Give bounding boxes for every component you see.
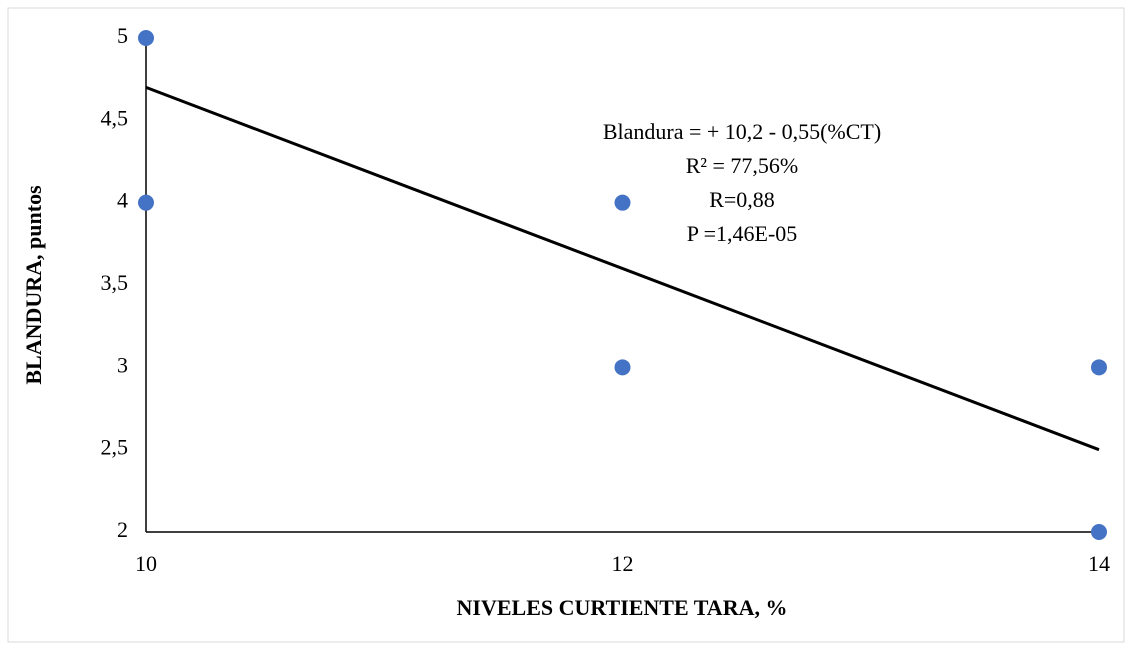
x-tick-label: 14 xyxy=(1088,551,1110,576)
y-tick-label: 5 xyxy=(117,23,128,48)
y-tick-label: 3,5 xyxy=(101,270,129,295)
annotation: R=0,88 xyxy=(709,187,775,212)
y-tick-label: 2,5 xyxy=(101,435,129,460)
data-point xyxy=(1091,524,1107,540)
trendline xyxy=(145,85,1100,452)
data-point xyxy=(1091,359,1107,376)
y-tick-label: 4,5 xyxy=(101,105,129,130)
y-tick-label: 4 xyxy=(117,188,128,213)
x-tick-label: 12 xyxy=(612,551,634,576)
y-axis-label: BLANDURA, puntos xyxy=(21,185,46,385)
chart-frame xyxy=(7,7,1125,643)
annotation: P =1,46E-05 xyxy=(687,221,798,246)
data-point xyxy=(614,194,631,211)
y-tick-label: 3 xyxy=(117,352,128,377)
y-tick-label: 2 xyxy=(117,517,128,542)
annotation: R² = 77,56% xyxy=(686,153,799,178)
annotation: Blandura = + 10,2 - 0,55(%CT) xyxy=(603,119,881,144)
data-point xyxy=(138,30,154,46)
data-point xyxy=(614,359,631,376)
x-axis-label: NIVELES CURTIENTE TARA, % xyxy=(457,595,788,620)
data-point xyxy=(138,194,154,211)
x-tick-label: 10 xyxy=(135,551,157,576)
